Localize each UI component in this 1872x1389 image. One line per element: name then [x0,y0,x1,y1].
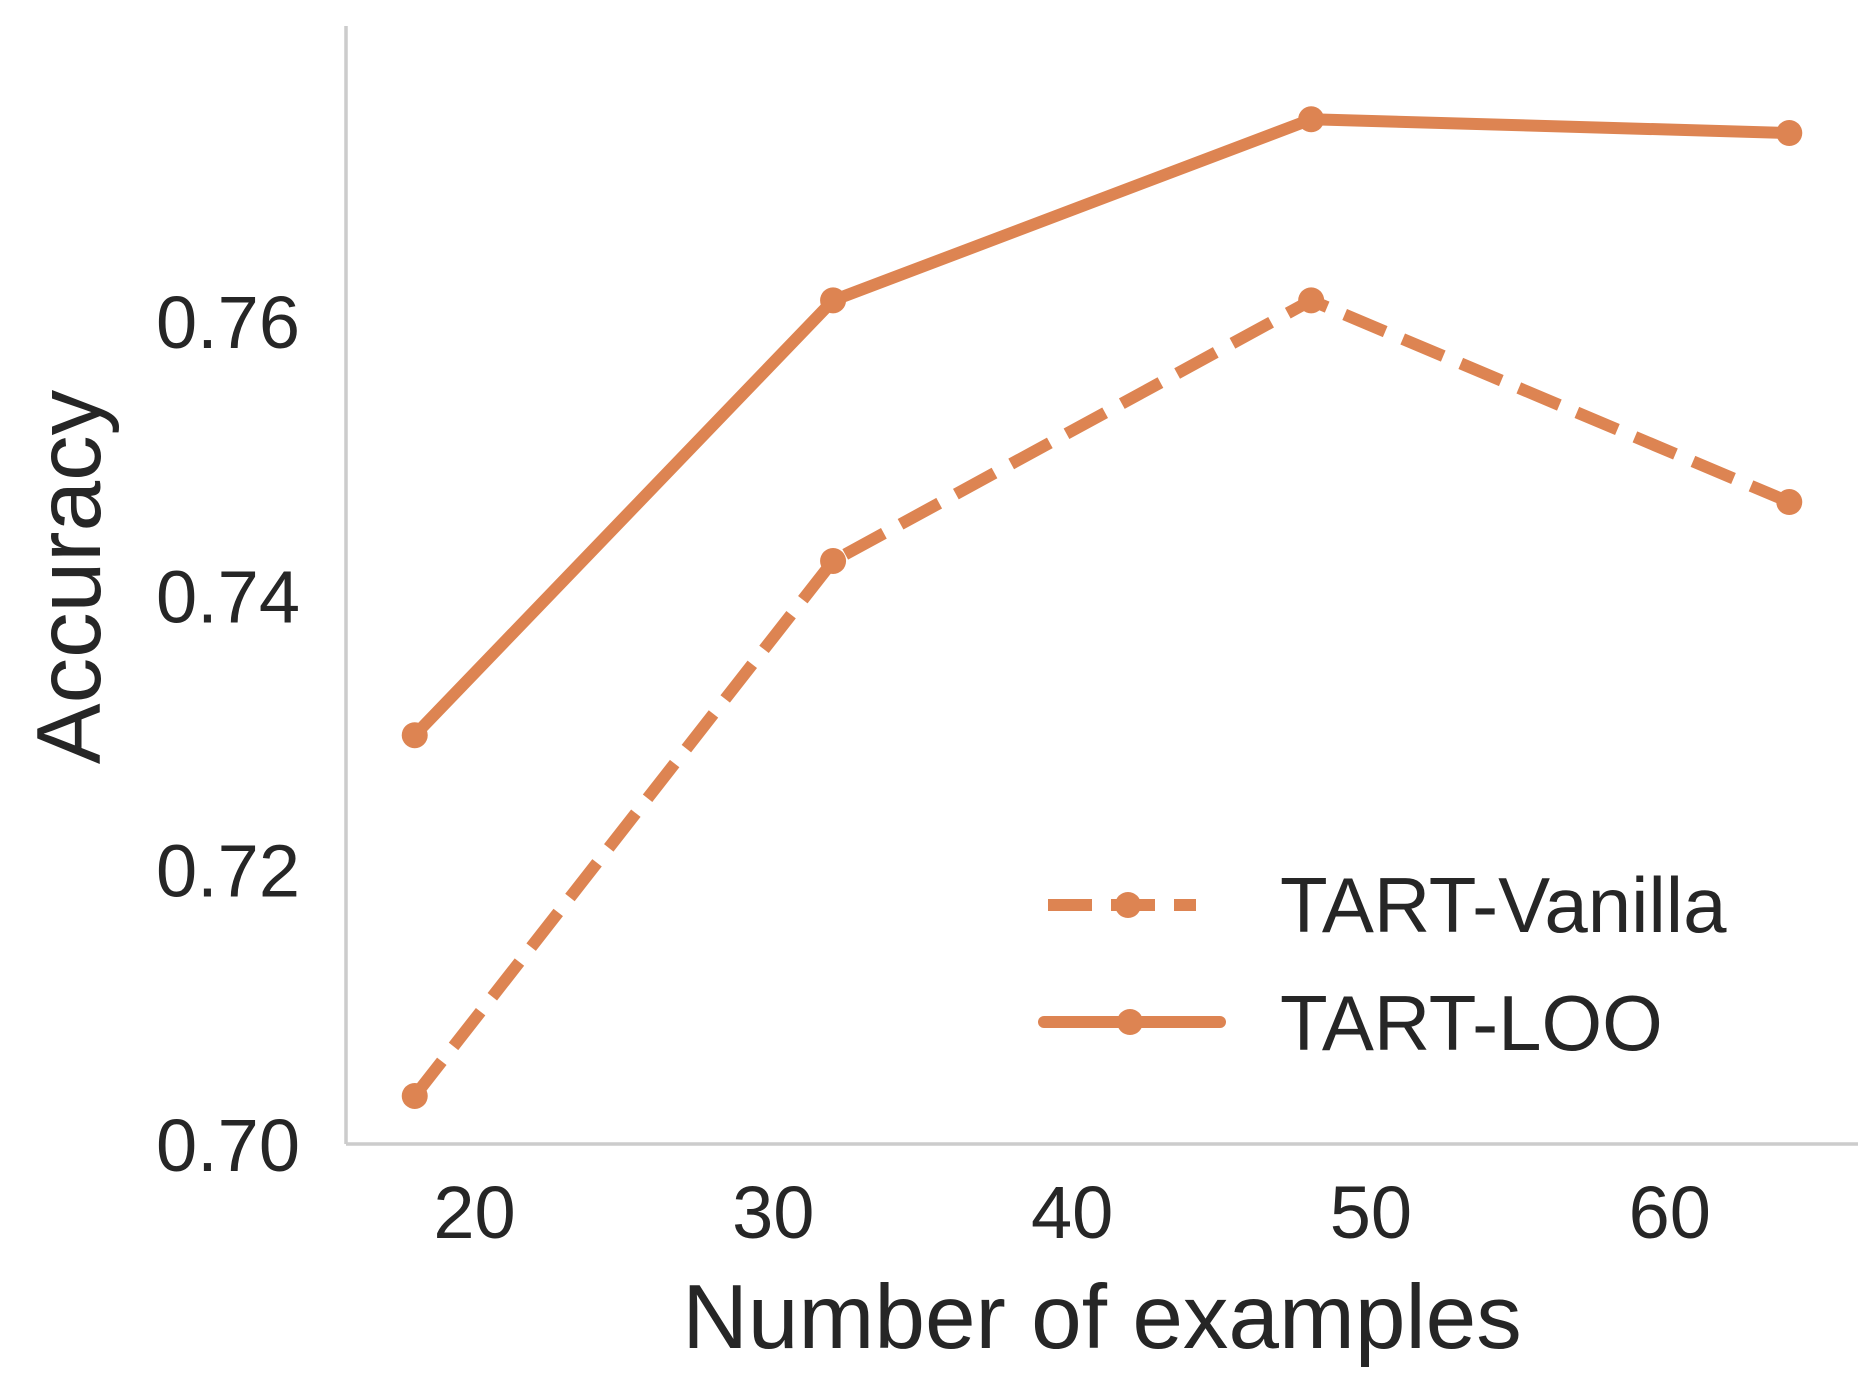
series-line-tart-loo [408,113,1796,742]
x-tick-label: 30 [732,1171,814,1254]
y-tick-label: 0.74 [156,555,300,638]
axis-spines [344,26,1858,1146]
legend-marker-tart-vanilla [1115,892,1141,918]
legend: TART-Vanilla TART-LOO [1038,861,1727,1067]
data-point-tart-vanilla [820,547,847,574]
x-tick-labels: 20 30 40 50 60 [433,1171,1711,1254]
data-point-tart-loo [401,722,428,749]
legend-marker-tart-loo [1117,1009,1143,1035]
y-axis-title: Accuracy [19,389,120,764]
legend-label-tart-vanilla: TART-Vanilla [1280,861,1727,949]
x-tick-label: 50 [1330,1171,1412,1254]
data-point-tart-loo [820,287,847,314]
y-tick-label: 0.72 [156,830,300,913]
data-point-tart-loo [1298,106,1325,133]
x-tick-label: 40 [1031,1171,1113,1254]
data-point-tart-vanilla [401,1082,428,1109]
series-line-tart-vanilla [409,294,1792,1100]
data-point-tart-loo [1776,119,1803,146]
y-tick-label: 0.76 [156,281,300,364]
x-tick-label: 20 [433,1171,515,1254]
data-point-tart-vanilla [1298,287,1325,314]
legend-entry-tart-vanilla: TART-Vanilla [1048,861,1727,949]
data-point-tart-vanilla [1776,489,1803,516]
y-tick-label: 0.70 [156,1104,300,1187]
series-layer [401,106,1803,1109]
y-tick-labels: 0.70 0.72 0.74 0.76 [156,281,300,1187]
legend-entry-tart-loo: TART-LOO [1038,979,1663,1067]
x-axis-title: Number of examples [682,1267,1522,1368]
legend-label-tart-loo: TART-LOO [1280,979,1663,1067]
x-tick-label: 60 [1629,1171,1711,1254]
